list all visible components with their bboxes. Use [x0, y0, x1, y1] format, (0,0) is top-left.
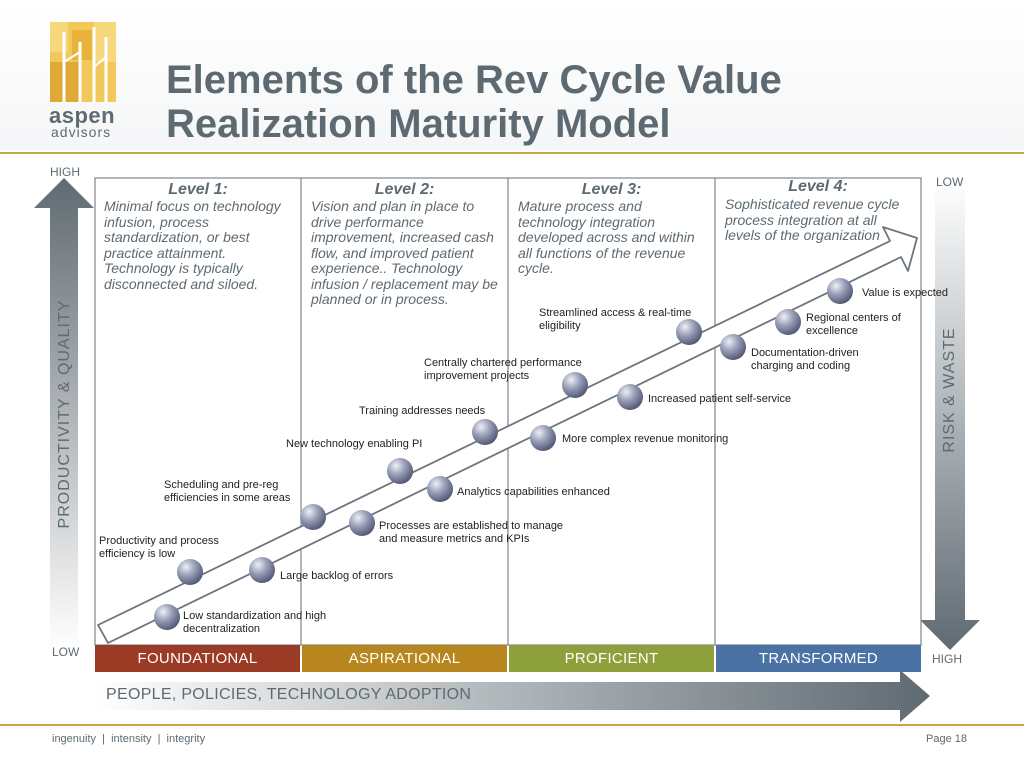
level-1-title: Level 1:	[168, 181, 228, 198]
bottom-axis-arrow	[95, 670, 930, 722]
page-title: Elements of the Rev Cycle Value Realizat…	[166, 58, 986, 146]
title-line-1: Elements of the Rev Cycle Value	[166, 58, 782, 102]
milestone-sphere	[827, 278, 853, 304]
left-axis-title: PRODUCTIVITY & QUALITY	[56, 299, 73, 529]
left-axis-high-label: HIGH	[50, 165, 80, 179]
level-4-title: Level 4:	[788, 178, 848, 195]
milestone-sphere	[177, 559, 203, 585]
milestone-label: Value is expected	[862, 287, 949, 299]
band-aspirational: ASPIRATIONAL	[302, 645, 507, 672]
milestone-sphere	[154, 604, 180, 630]
progression-arrow	[97, 226, 918, 644]
level-1-description: Minimal focus on technology infusion, pr…	[104, 198, 281, 292]
level-3-title: Level 3:	[581, 181, 642, 198]
right-axis-high-label: HIGH	[932, 652, 962, 666]
level-2-description: Vision and plan in place to drive perfor…	[311, 198, 498, 307]
milestone-label: More complex revenue monitoring	[562, 433, 729, 445]
milestone-sphere	[562, 372, 588, 398]
footer-rule	[0, 724, 1024, 726]
milestone-sphere	[249, 557, 275, 583]
left-axis-arrow	[34, 178, 94, 650]
level-4-description: Sophisticated revenue cycle process inte…	[725, 196, 900, 243]
milestone-label: Centrally chartered performance improvem…	[424, 357, 582, 382]
title-line-2: Realization Maturity Model	[166, 102, 671, 146]
band-transformed: TRANSFORMED	[716, 645, 921, 672]
milestone-label: Regional centers of excellence	[806, 312, 901, 337]
logo-word-advisors: advisors	[51, 124, 112, 140]
right-axis-title: RISK & WASTE	[941, 327, 958, 453]
footer-tagline: ingenuity | intensity | integrity	[52, 733, 206, 745]
milestone-sphere	[427, 476, 453, 502]
milestone-sphere	[617, 384, 643, 410]
milestone-label: Training addresses needs	[359, 405, 486, 417]
milestone-label: Processes are established to manage and …	[379, 520, 564, 545]
aspen-logo-icon	[50, 22, 116, 102]
milestone-sphere	[676, 319, 702, 345]
right-axis-low-label: LOW	[936, 175, 964, 189]
milestone-label: Documentation-driven charging and coding	[751, 347, 859, 372]
milestone-sphere	[530, 425, 556, 451]
level-2-title: Level 2:	[374, 181, 435, 198]
milestone-label: Increased patient self-service	[648, 393, 792, 405]
milestone-label: Low standardization and high decentraliz…	[183, 610, 327, 635]
milestone-sphere	[387, 458, 413, 484]
milestone-label: Productivity and process efficiency is l…	[99, 535, 219, 560]
milestone-sphere	[775, 309, 801, 335]
milestone-sphere	[472, 419, 498, 445]
logo-word-aspen: aspen	[49, 103, 116, 128]
band-proficient: PROFICIENT	[509, 645, 714, 672]
milestone-sphere	[300, 504, 326, 530]
bottom-axis-label: PEOPLE, POLICIES, TECHNOLOGY ADOPTION	[106, 686, 472, 703]
left-axis-low-label: LOW	[52, 645, 80, 659]
milestone-label: Scheduling and pre-reg efficiencies in s…	[164, 479, 291, 504]
header-background	[0, 0, 1024, 150]
milestone-sphere	[349, 510, 375, 536]
page-number: Page 18	[926, 733, 967, 745]
milestone-sphere	[720, 334, 746, 360]
level-3-description: Mature process and technology integratio…	[518, 198, 695, 276]
header-rule	[0, 152, 1024, 154]
band-foundational: FOUNDATIONAL	[95, 645, 300, 672]
milestone-label: Large backlog of errors	[280, 570, 394, 582]
milestone-label: New technology enabling PI	[286, 438, 423, 450]
milestone-label: Analytics capabilities enhanced	[457, 486, 610, 498]
milestone-label: Streamlined access & real-time eligibili…	[539, 307, 692, 332]
right-axis-arrow	[920, 180, 980, 650]
